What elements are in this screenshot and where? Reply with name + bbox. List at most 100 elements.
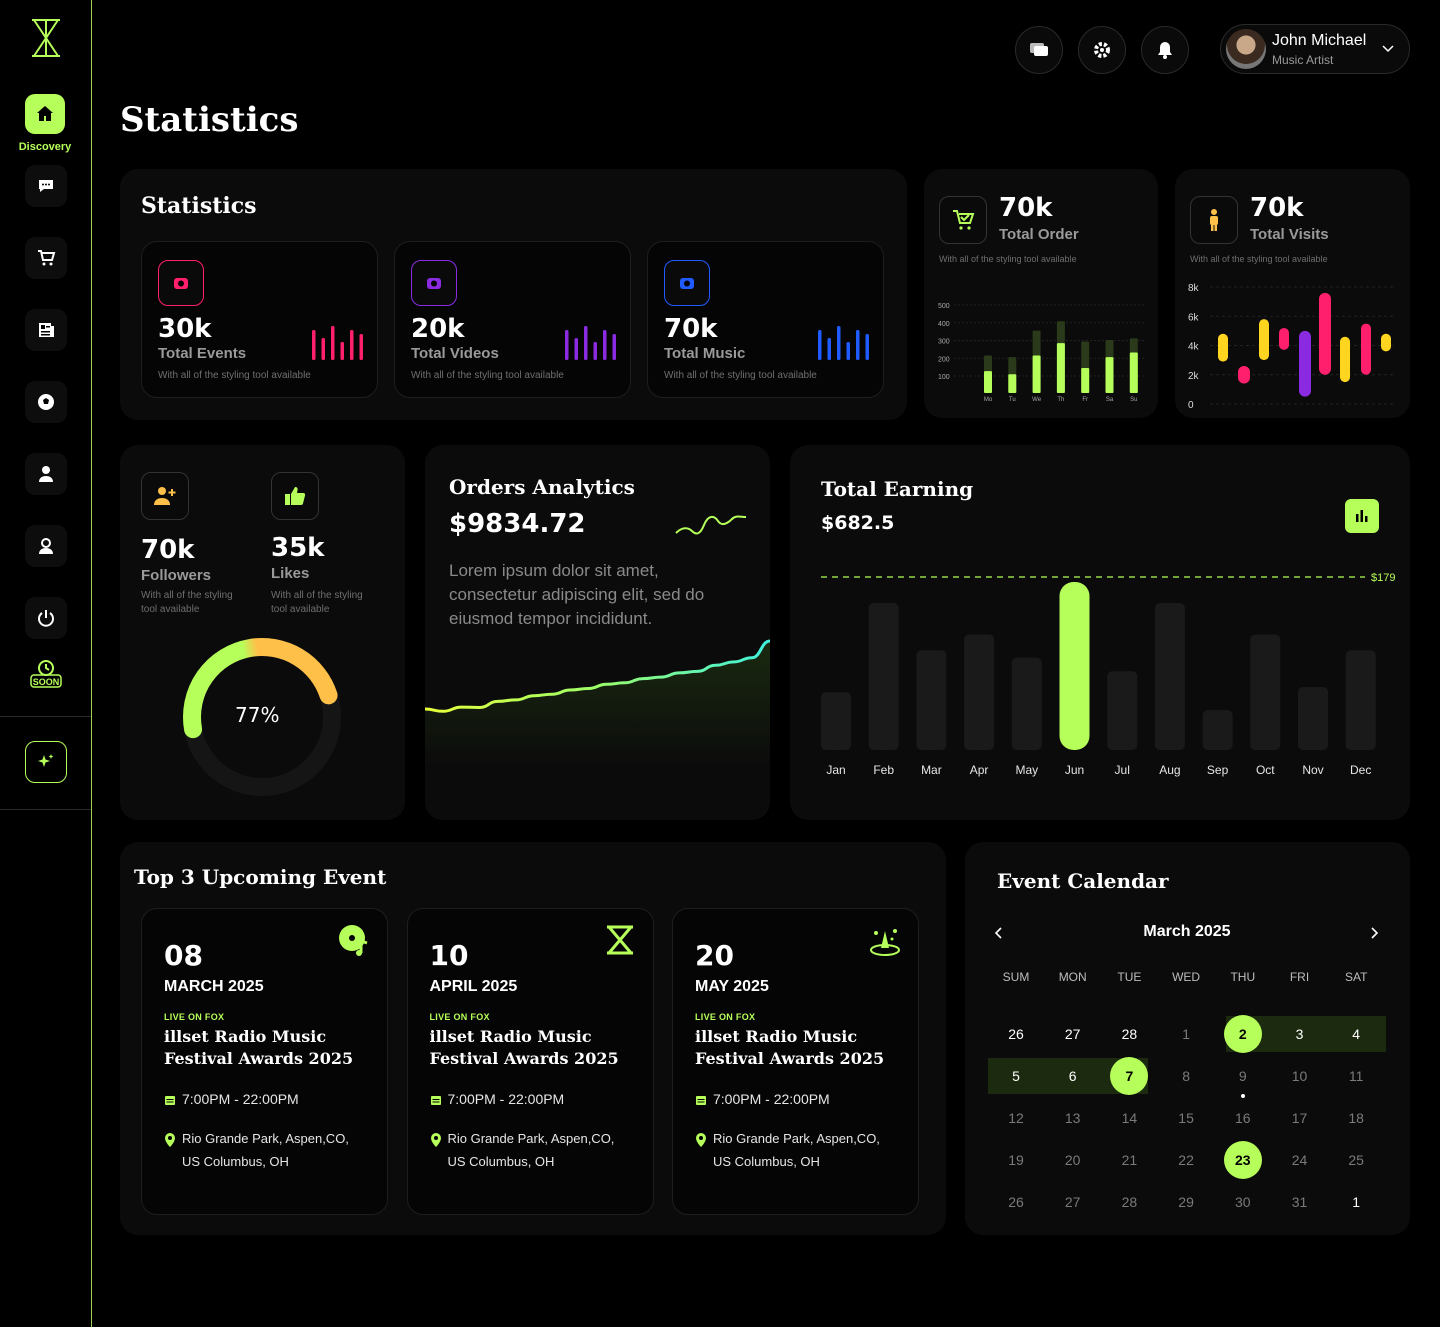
calendar-day[interactable]: 6 (1068, 1068, 1077, 1084)
mini-bar (818, 330, 822, 360)
nav-logout[interactable] (25, 597, 67, 639)
notifications-button[interactable] (1141, 26, 1189, 74)
logo-icon[interactable] (29, 18, 63, 58)
calendar-day[interactable]: 26 (1008, 1194, 1024, 1210)
calendar-day[interactable]: 4 (1352, 1026, 1361, 1042)
stat-desc: With all of the styling tool available (411, 370, 564, 381)
earning-x-tick: Dec (1350, 763, 1371, 777)
nav-profile[interactable] (25, 525, 67, 567)
visits-label: Total Visits (1250, 226, 1329, 243)
calendar-day[interactable]: 15 (1178, 1110, 1194, 1126)
earning-x-tick: Jun (1065, 763, 1084, 777)
stat-card[interactable]: 20k Total Videos With all of the styling… (394, 241, 631, 398)
sparkle-icon (38, 754, 54, 767)
stage-icon (870, 929, 900, 956)
home-button[interactable] (25, 94, 65, 134)
order-bar-chart: 500 400 300 200 100 Mo Tu We Th Fr Sa Su (938, 303, 1144, 403)
nav-cart[interactable] (25, 237, 67, 279)
thumbs-up-icon (285, 487, 306, 505)
calendar-day[interactable]: 1 (1352, 1194, 1361, 1210)
order-y-tick: 100 (938, 374, 950, 381)
earning-x-tick: Apr (970, 763, 989, 777)
profile-icon (39, 538, 53, 554)
calendar-day[interactable]: 14 (1121, 1110, 1138, 1126)
nav-sports[interactable] (25, 381, 67, 423)
calendar-day[interactable]: 27 (1064, 1194, 1081, 1210)
calendar-day[interactable]: 2 (1223, 1015, 1262, 1053)
calendar-day[interactable]: 8 (1182, 1068, 1190, 1084)
location-pin-icon (430, 1133, 441, 1147)
ai-button[interactable] (25, 741, 67, 783)
calendar-day[interactable]: 9 (1238, 1068, 1247, 1084)
calendar-day[interactable]: 11 (1348, 1068, 1364, 1084)
likes-icon-box (271, 472, 319, 520)
event-tag: LIVE ON FOX (695, 1012, 756, 1022)
settings-button[interactable] (1078, 26, 1126, 74)
calendar-day[interactable]: 13 (1064, 1110, 1081, 1126)
chart-toggle-button[interactable] (1345, 499, 1379, 533)
video-icon (427, 278, 441, 289)
calendar-day[interactable]: 29 (1178, 1194, 1194, 1210)
calendar-day[interactable]: 1 (1182, 1026, 1190, 1042)
event-month: MARCH 2025 (164, 978, 264, 995)
calendar-day[interactable]: 16 (1235, 1110, 1251, 1126)
event-time: 7:00PM - 22:00PM (447, 1091, 565, 1107)
calendar-day[interactable]: 20 (1064, 1152, 1081, 1168)
calendar-day[interactable]: 5 (1012, 1068, 1020, 1084)
weekday-label: TUE (1117, 970, 1142, 984)
event-card[interactable]: 10 APRIL 2025 LIVE ON FOX illset Radio M… (406, 908, 654, 1215)
calendar-day[interactable]: 28 (1121, 1194, 1138, 1210)
next-month-button[interactable] (1368, 926, 1380, 940)
messages-button[interactable] (1015, 26, 1063, 74)
calendar-day[interactable]: 23 (1223, 1141, 1262, 1179)
calendar-day[interactable]: 10 (1291, 1068, 1308, 1084)
calendar-day[interactable]: 22 (1178, 1152, 1194, 1168)
news-icon (39, 323, 54, 337)
calendar-day[interactable]: 12 (1008, 1110, 1024, 1126)
earning-bar (964, 634, 995, 750)
calendar-day[interactable]: 17 (1291, 1110, 1308, 1126)
mini-bar (856, 330, 860, 360)
calendar-day[interactable]: 7 (1110, 1057, 1149, 1095)
earning-title: Total Earning (821, 477, 974, 501)
calendar-day[interactable]: 26 (1008, 1026, 1024, 1042)
event-card[interactable]: 20 MAY 2025 LIVE ON FOX illset Radio Mus… (672, 908, 919, 1215)
visits-value: 70k (1250, 193, 1304, 223)
calendar-day[interactable]: 28 (1121, 1026, 1138, 1042)
calendar-month: March 2025 (1143, 923, 1231, 940)
calendar-day[interactable]: 25 (1348, 1152, 1364, 1168)
calendar-day[interactable]: 3 (1295, 1026, 1304, 1042)
calendar-day[interactable]: 31 (1291, 1194, 1308, 1210)
progress-value: 77% (235, 703, 280, 727)
event-location: Rio Grande Park, Aspen,CO, US Columbus, … (713, 1131, 880, 1169)
prev-month-button[interactable] (993, 926, 1005, 940)
event-card[interactable]: 08 MARCH 2025 LIVE ON FOX illset Radio M… (141, 908, 388, 1215)
order-bar (1105, 357, 1114, 393)
calendar-day[interactable]: 19 (1008, 1152, 1024, 1168)
calendar-day[interactable]: 24 (1291, 1152, 1308, 1168)
visits-bar (1238, 365, 1250, 384)
bar-chart-icon (1356, 510, 1368, 522)
calendar-day[interactable]: 30 (1235, 1194, 1251, 1210)
order-x-tick: We (1032, 397, 1042, 403)
likes-value: 35k (271, 533, 325, 563)
calendar-icon (430, 1096, 441, 1105)
nav-chat[interactable] (25, 165, 67, 207)
nav-news[interactable] (25, 309, 67, 351)
earning-x-tick: Jul (1115, 763, 1130, 777)
earning-amount: $682.5 (821, 512, 895, 534)
stat-card[interactable]: 70k Total Music With all of the styling … (647, 241, 884, 398)
calendar-day[interactable]: 18 (1348, 1110, 1364, 1126)
calendar-day[interactable]: 27 (1064, 1026, 1081, 1042)
calendar-day[interactable]: 21 (1121, 1152, 1138, 1168)
earning-bar (1298, 687, 1328, 750)
nav-user[interactable] (25, 453, 67, 495)
mini-bar (350, 330, 354, 360)
earning-x-tick: Sep (1207, 763, 1229, 777)
home-icon (37, 106, 53, 121)
order-bar (984, 371, 992, 393)
stat-card[interactable]: 30k Total Events With all of the styling… (141, 241, 378, 398)
followers-value: 70k (141, 535, 195, 565)
soon-icon[interactable]: SOON (30, 659, 62, 689)
user-menu[interactable]: John Michael Music Artist (1220, 24, 1410, 74)
